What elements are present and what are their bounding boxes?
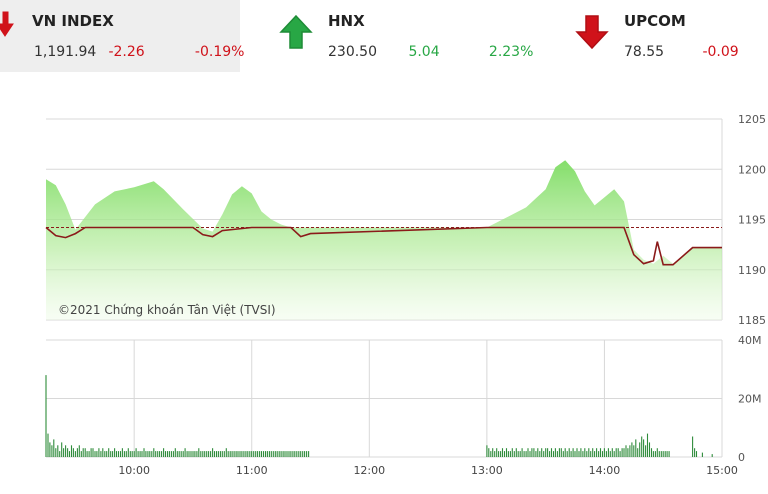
- arrow-down-icon: [575, 15, 609, 50]
- ticker-change: -2.26: [108, 44, 145, 60]
- ticker-name: UPCOM: [624, 12, 686, 30]
- ticker-upcom[interactable]: UPCOM 78.55 -0.09: [572, 0, 768, 72]
- x-tick-label: 10:00: [118, 464, 150, 477]
- ticker-value: 1,191.94: [34, 44, 97, 60]
- price-y-tick: 1190: [738, 264, 766, 277]
- ticker-change: 5.04: [408, 44, 440, 60]
- ticker-value: 230.50: [328, 44, 377, 60]
- x-tick-label: 14:00: [589, 464, 621, 477]
- price-y-tick: 1185: [738, 314, 766, 327]
- watermark: ©2021 Chứng khoán Tân Việt (TVSI): [58, 303, 276, 317]
- arrow-down-icon: [0, 11, 14, 37]
- volume-y-tick: 20M: [738, 393, 762, 406]
- time-x-axis: 10:00 11:00 12:00 13:00 14:00 15:00: [118, 464, 738, 477]
- arrow-up-icon: [279, 14, 313, 49]
- price-grid: [46, 118, 723, 321]
- price-y-tick: 1195: [738, 214, 766, 227]
- ticker-vnindex[interactable]: VN INDEX 1,191.94 -2.26 -0.19%: [0, 0, 244, 72]
- volume-y-axis: 40M 20M 0: [738, 334, 762, 464]
- volume-y-tick: 0: [738, 451, 745, 464]
- ticker-value: 78.55: [624, 44, 665, 60]
- volume-grid: [46, 339, 723, 458]
- ticker-change: -0.09: [702, 44, 739, 60]
- volume-y-tick: 40M: [738, 334, 762, 347]
- ticker-hnx[interactable]: HNX 230.50 5.04 2.23%: [272, 0, 533, 72]
- price-area: [46, 160, 722, 320]
- x-tick-label: 12:00: [353, 464, 385, 477]
- x-tick-label: 15:00: [706, 464, 738, 477]
- price-line: [45, 226, 722, 266]
- price-y-tick: 1200: [738, 163, 766, 176]
- ticker-name: VN INDEX: [32, 12, 114, 30]
- ticker-percent: 2.23%: [488, 44, 534, 60]
- price-y-axis: 1205 1200 1195 1190 1185: [738, 113, 766, 327]
- volume-bars: [45, 375, 713, 457]
- price-y-tick: 1205: [738, 113, 766, 126]
- ticker-percent: -0.19%: [194, 44, 245, 60]
- ticker-name: HNX: [328, 12, 365, 30]
- x-tick-label: 11:00: [236, 464, 268, 477]
- x-tick-label: 13:00: [471, 464, 503, 477]
